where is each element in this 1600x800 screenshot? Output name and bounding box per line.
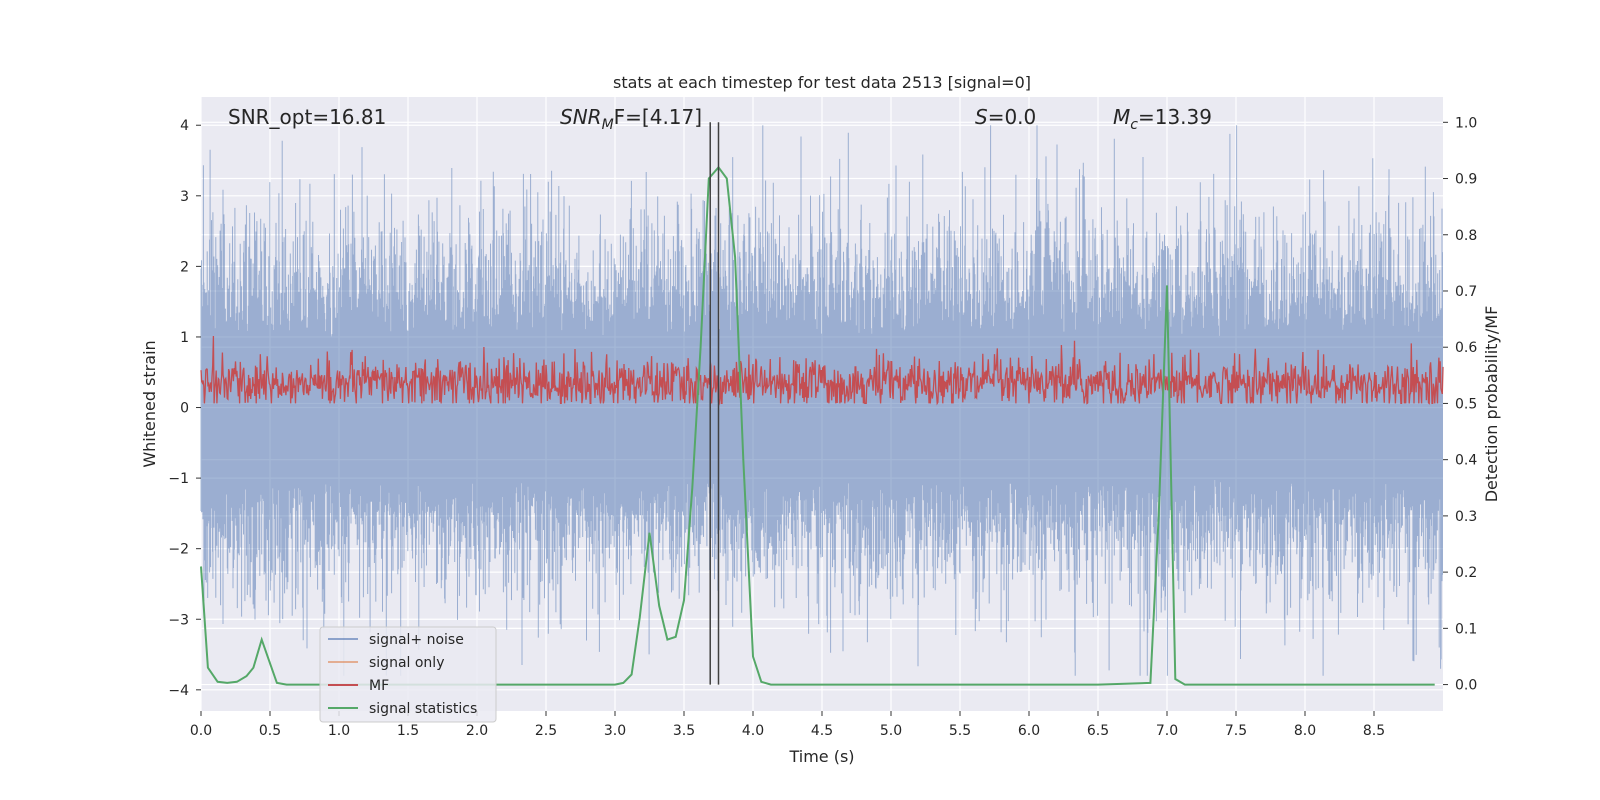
x-tick-label: 8.0 (1294, 723, 1316, 739)
annotation-snr-mf: SNRMF=[4.17] (560, 105, 702, 133)
x-tick-label: 4.0 (742, 723, 764, 739)
x-axis-label: Time (s) (788, 747, 854, 766)
series-mf (200, 335, 1444, 406)
s-main: S (975, 105, 988, 129)
snr-mf-rest: F=[4.17] (614, 105, 702, 129)
y-right-tick-label: 0.2 (1455, 565, 1477, 581)
mc-rest: =13.39 (1138, 105, 1212, 129)
y-axis-right-label: Detection probability/MF (1482, 306, 1501, 503)
y-axis-ticks: 4 3 2 1 0 −1 −2 −3 −4 (168, 118, 201, 699)
y-axis-label: Whitened strain (140, 340, 159, 467)
y-tick-label: −4 (168, 683, 189, 699)
y-tick-label: −3 (168, 612, 189, 628)
y-tick-label: 3 (180, 189, 189, 205)
x-tick-label: 6.5 (1087, 723, 1109, 739)
y-right-tick-label: 0.6 (1455, 340, 1477, 356)
legend-label-signal-statistics: signal statistics (369, 701, 477, 717)
x-tick-label: 0.0 (190, 723, 212, 739)
y-right-tick-label: 1.0 (1455, 115, 1477, 131)
legend-label-mf: MF (369, 678, 389, 694)
vertical-markers (709, 122, 720, 685)
y-tick-label: 4 (180, 118, 189, 134)
annotation-s: S=0.0 (975, 105, 1036, 129)
x-tick-label: 5.0 (880, 723, 902, 739)
x-tick-label: 1.0 (328, 723, 350, 739)
y-right-tick-label: 0.1 (1455, 621, 1477, 637)
legend: signal+ noise signal only MF signal stat… (319, 626, 497, 723)
annotation-mc: Mc=13.39 (1113, 105, 1212, 133)
y-right-tick-label: 0.0 (1455, 678, 1477, 694)
snr-mf-main: SNR (560, 105, 602, 129)
chart-title: stats at each timestep for test data 251… (613, 73, 1031, 92)
annotation-snr-opt: SNR_opt=16.81 (228, 105, 386, 129)
mc-main: M (1113, 105, 1130, 129)
legend-label-signal-only: signal only (369, 655, 444, 671)
series-signal-noise (200, 125, 1443, 676)
mf-trace (200, 335, 1444, 406)
y-tick-label: 1 (180, 330, 189, 346)
series-signal-statistics (200, 165, 1435, 686)
x-tick-label: 8.5 (1363, 723, 1385, 739)
signal-noise-trace (200, 125, 1443, 676)
x-tick-label: 3.0 (604, 723, 626, 739)
y-right-tick-label: 0.7 (1455, 284, 1477, 300)
y-axis-right-ticks: 1.0 0.9 0.8 0.7 0.6 0.5 0.4 0.3 0.2 0.1 0.0 (1443, 115, 1477, 694)
y-tick-label: 0 (180, 401, 189, 417)
mc-sub: c (1130, 117, 1138, 133)
x-tick-label: 6.0 (1018, 723, 1040, 739)
x-tick-label: 5.5 (949, 723, 971, 739)
snr-mf-sub: M (602, 117, 614, 133)
y-right-tick-label: 0.5 (1455, 396, 1477, 412)
y-right-tick-label: 0.8 (1455, 228, 1477, 244)
x-tick-label: 7.5 (1225, 723, 1247, 739)
x-tick-label: 1.5 (397, 723, 419, 739)
y-tick-label: −2 (168, 542, 189, 558)
x-tick-label: 2.0 (466, 723, 488, 739)
y-right-tick-label: 0.4 (1455, 453, 1477, 469)
y-tick-label: 2 (180, 259, 189, 275)
y-tick-label: −1 (168, 471, 189, 487)
x-axis-ticks: 0.0 0.5 1.0 1.5 2.0 2.5 3.0 3.5 4.0 4.5 5.0 5.5 6.0 6… (190, 711, 1385, 739)
x-tick-label: 3.5 (673, 723, 695, 739)
legend-label-signal-noise: signal+ noise (369, 632, 464, 648)
x-tick-label: 0.5 (259, 723, 281, 739)
y-right-tick-label: 0.9 (1455, 172, 1477, 188)
s-rest: =0.0 (988, 105, 1037, 129)
y-right-tick-label: 0.3 (1455, 509, 1477, 525)
x-tick-label: 7.0 (1156, 723, 1178, 739)
x-tick-label: 2.5 (535, 723, 557, 739)
x-tick-label: 4.5 (811, 723, 833, 739)
signal-statistics-line (200, 165, 1435, 686)
